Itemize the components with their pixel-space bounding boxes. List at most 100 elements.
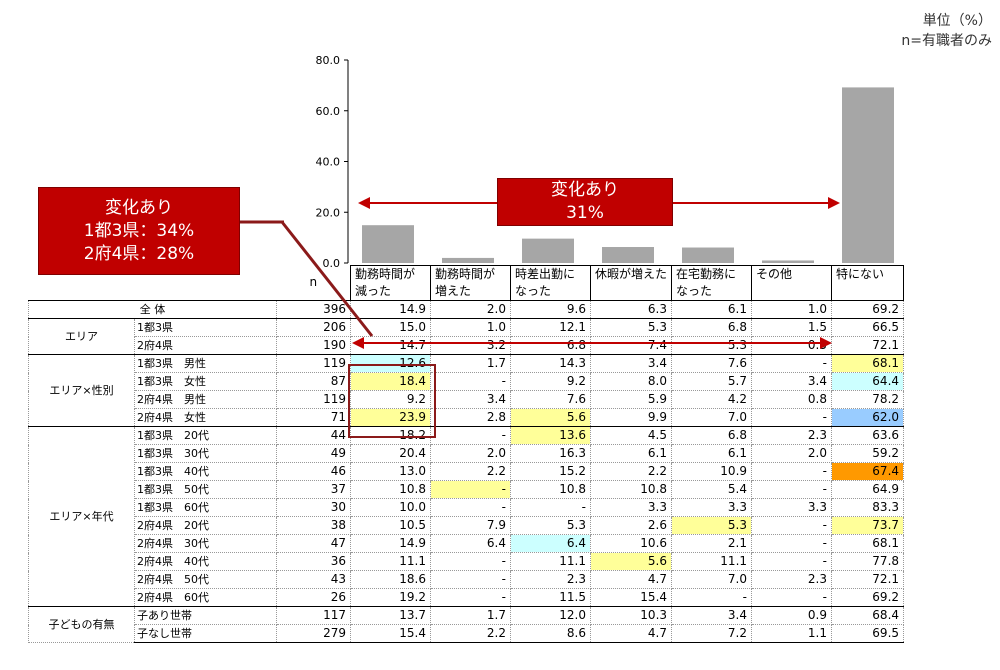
column-header: 特にない xyxy=(831,265,905,283)
bar-1 xyxy=(362,225,414,263)
column-header-line2: なった xyxy=(671,283,753,301)
value-cell: 7.2 xyxy=(671,624,753,643)
callout-area-change: 変化あり 1都3県：34% 2府4県：28% xyxy=(38,187,240,275)
value-cell: 23.9 xyxy=(350,408,431,427)
value-cell: 11.1 xyxy=(671,552,753,571)
column-header: 勤務時間が xyxy=(430,265,511,283)
table-row: 1都3県 30代 49 20.4 2.0 16.3 6.1 6.1 2.0 59.2 xyxy=(29,444,905,463)
callout-area-line2: 1都3県：34% xyxy=(83,221,195,241)
n-cell: 279 xyxy=(276,624,351,643)
value-cell: 2.0 xyxy=(751,444,833,463)
value-cell: 6.4 xyxy=(430,534,511,553)
column-header: 休暇が増えた xyxy=(589,265,673,283)
value-cell: 3.4 xyxy=(430,390,511,409)
value-cell: 10.3 xyxy=(589,606,673,625)
table-row: エリア×年代 1都3県 20代 44 18.2-13.6 4.5 6.8 2.3 63.6 xyxy=(28,426,905,607)
value-cell: 69.5 xyxy=(831,624,905,643)
n-cell: 71 xyxy=(276,408,351,427)
value-cell: 8.6 xyxy=(510,624,591,643)
group-label: エリア×性別 xyxy=(28,354,135,427)
callout-connector xyxy=(280,221,374,337)
y-tick-label: 80.0 xyxy=(316,54,341,67)
value-cell: 2.8 xyxy=(430,408,511,427)
value-cell: 1.7 xyxy=(430,606,511,625)
value-cell: 78.2 xyxy=(831,390,905,409)
value-cell: 6.1 xyxy=(671,300,753,319)
row-arrow-head-right xyxy=(820,337,832,349)
value-cell: 68.1 xyxy=(831,354,905,373)
value-cell: 6.1 xyxy=(589,444,673,463)
row-label: 1都3県 60代 xyxy=(134,498,277,517)
value-cell: 2.3 xyxy=(751,570,833,589)
value-cell: 10.8 xyxy=(350,480,431,499)
value-cell: 16.3 xyxy=(510,444,591,463)
row-arrow-head-left xyxy=(352,337,364,349)
data-table: n 勤務時間が 勤務時間が 時差出勤に 休暇が増えた 在宅勤務に その他 特にない 減った 増えた… xyxy=(28,265,905,643)
bar-7 xyxy=(842,87,894,263)
callout-total-line1: 変化あり xyxy=(551,180,619,200)
table-row: エリア 1都3県 206 15.0 1.0 12.1 5.3 6.8 1.5 66.5 xyxy=(28,318,905,355)
row-label: 2府4県 50代 xyxy=(134,570,277,589)
value-cell: 4.7 xyxy=(589,624,673,643)
value-cell: 3.4 xyxy=(671,606,753,625)
table-row: 2府4県 20代 38 10.5 7.9 5.3 2.6 5.3-73.7 xyxy=(29,516,905,535)
value-cell: 10.6 xyxy=(589,534,673,553)
value-cell: 13.0 xyxy=(350,462,431,481)
table-row: 2府4県 50代 43 18.6-2.3 4.7 7.0 2.3 72.1 xyxy=(29,570,905,589)
y-tick-label: 0.0 xyxy=(323,257,341,270)
bar-2 xyxy=(442,257,494,263)
y-tick-label: 60.0 xyxy=(316,105,341,118)
value-cell: 69.2 xyxy=(831,588,905,607)
value-cell: 18.2 xyxy=(350,426,431,445)
n-cell: 38 xyxy=(276,516,351,535)
table-row: 子なし世帯 279 15.4 2.2 8.6 4.7 7.2 1.1 69.5 xyxy=(29,624,905,643)
bar-5 xyxy=(682,247,734,263)
arrow-head-left xyxy=(358,197,370,209)
y-tick-label: 20.0 xyxy=(316,206,341,219)
callout-total-line2: 31% xyxy=(566,203,604,223)
value-cell: 13.6 xyxy=(510,426,591,445)
bar-chart: 80.0 60.0 40.0 20.0 0.0 xyxy=(316,54,894,270)
n-cell: 87 xyxy=(276,372,351,391)
table-row: 1都3県 40代 46 13.0 2.2 15.2 2.2 10.9-67.4 xyxy=(29,462,905,481)
column-header: 時差出勤に xyxy=(510,265,591,283)
value-cell: 12.0 xyxy=(510,606,591,625)
table-row: 2府4県 男性 119 9.2 3.4 7.6 5.9 4.2 0.8 78.2 xyxy=(29,390,905,409)
value-cell: 14.9 xyxy=(350,300,431,319)
n-header: n xyxy=(309,275,318,290)
column-header: その他 xyxy=(751,265,833,283)
n-cell: 49 xyxy=(276,444,351,463)
table-row: 1都3県 女性 87 18.4-9.2 8.0 5.7 3.4 64.4 xyxy=(29,372,905,391)
unit-label: 単位（%） xyxy=(922,13,992,29)
bar-4 xyxy=(602,247,654,263)
callout-area-line1: 変化あり xyxy=(105,198,173,218)
value-cell: 3.3 xyxy=(589,498,673,517)
value-cell: 77.8 xyxy=(831,552,905,571)
value-cell: 7.0 xyxy=(671,570,753,589)
column-header: 勤務時間が xyxy=(350,265,431,283)
column-header: 在宅勤務に xyxy=(671,265,753,283)
value-cell: 12.6 xyxy=(350,354,431,373)
value-cell: 11.1 xyxy=(350,552,431,571)
value-cell: 10.9 xyxy=(671,462,753,481)
value-cell: 1.1 xyxy=(751,624,833,643)
row-label: 子なし世帯 xyxy=(134,624,277,643)
value-cell: 5.3 xyxy=(671,516,753,535)
value-cell: 2.3 xyxy=(751,426,833,445)
highlight-box xyxy=(348,364,436,438)
group-label: エリア×年代 xyxy=(28,426,135,607)
table-row: 1都3県 60代 30 10.0- -3.3 3.3 3.3 83.3 xyxy=(29,498,905,517)
table-row: 1都3県 50代 37 10.8-10.8 10.8 5.4-64.9 xyxy=(29,480,905,499)
row-label: 1都3県 女性 xyxy=(134,372,277,391)
n-cell: 37 xyxy=(276,480,351,499)
row-label: 1都3県 40代 xyxy=(134,462,277,481)
arrow-head-right xyxy=(828,197,840,209)
value-cell: 4.2 xyxy=(671,390,753,409)
table-row: 2府4県 60代 26 19.2-11.5 15.4- -69.2 xyxy=(29,588,905,607)
value-cell: 2.2 xyxy=(430,624,511,643)
value-cell: 5.9 xyxy=(589,390,673,409)
row-label: 1都3県 xyxy=(134,318,277,337)
value-cell: 5.3 xyxy=(589,318,673,337)
value-cell: 15.2 xyxy=(510,462,591,481)
